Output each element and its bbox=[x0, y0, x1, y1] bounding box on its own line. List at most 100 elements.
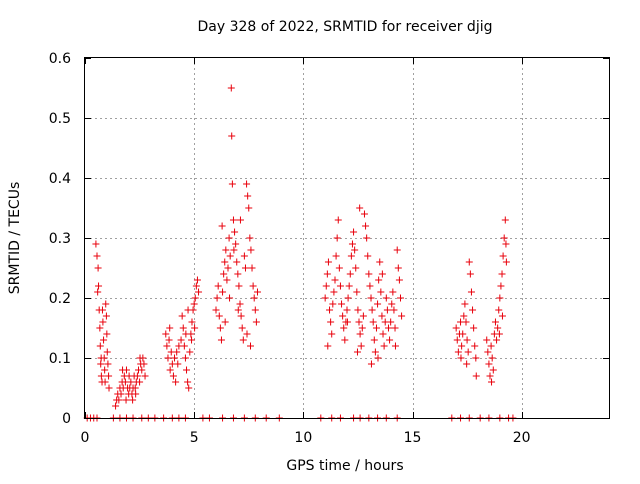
data-point bbox=[330, 288, 338, 296]
data-point bbox=[184, 306, 192, 314]
data-point bbox=[502, 240, 510, 248]
y-tick-label: 0 bbox=[62, 411, 71, 427]
data-point bbox=[395, 276, 403, 284]
data-point bbox=[379, 330, 387, 338]
data-point bbox=[247, 246, 255, 254]
data-point bbox=[172, 378, 180, 386]
data-point bbox=[181, 354, 189, 362]
data-point bbox=[141, 372, 149, 380]
data-point bbox=[398, 312, 406, 320]
data-point bbox=[352, 264, 360, 272]
data-point bbox=[348, 240, 356, 248]
x-tick-label: 15 bbox=[404, 430, 422, 446]
data-point bbox=[496, 294, 504, 302]
data-point bbox=[345, 282, 353, 290]
data-point bbox=[218, 222, 226, 230]
data-point bbox=[136, 378, 144, 386]
data-point bbox=[485, 360, 493, 368]
data-point bbox=[191, 324, 199, 332]
data-point bbox=[231, 228, 239, 236]
data-point bbox=[378, 312, 386, 320]
data-point bbox=[382, 294, 390, 302]
data-point bbox=[363, 234, 371, 242]
data-point bbox=[243, 180, 251, 188]
data-point bbox=[364, 252, 372, 260]
data-point bbox=[502, 258, 510, 266]
data-point bbox=[226, 294, 234, 302]
data-point bbox=[488, 378, 496, 386]
data-point bbox=[133, 372, 141, 380]
data-point bbox=[182, 330, 190, 338]
data-point bbox=[251, 306, 259, 314]
data-point bbox=[322, 282, 330, 290]
data-point bbox=[246, 342, 254, 350]
data-point bbox=[238, 324, 246, 332]
data-point bbox=[462, 318, 470, 326]
data-point bbox=[94, 288, 102, 296]
data-point bbox=[230, 246, 238, 254]
chart-title: Day 328 of 2022, SRMTID for receiver dji… bbox=[198, 19, 493, 35]
data-point bbox=[225, 234, 233, 242]
y-tick-label: 0.5 bbox=[49, 111, 71, 127]
data-point bbox=[331, 276, 339, 284]
data-point bbox=[494, 324, 502, 332]
data-point bbox=[394, 264, 402, 272]
data-point bbox=[243, 330, 251, 338]
data-points bbox=[83, 84, 517, 422]
data-point bbox=[329, 300, 337, 308]
data-point bbox=[362, 222, 370, 230]
data-point bbox=[125, 372, 133, 380]
data-point bbox=[469, 306, 477, 314]
y-tick-label: 0.2 bbox=[49, 291, 71, 307]
x-axis-label: GPS time / hours bbox=[286, 458, 403, 474]
data-point bbox=[356, 330, 364, 338]
data-point bbox=[454, 348, 462, 356]
data-point bbox=[324, 258, 332, 266]
data-point bbox=[138, 366, 146, 374]
data-point bbox=[334, 216, 342, 224]
data-point bbox=[463, 336, 471, 344]
data-point bbox=[178, 312, 186, 320]
data-point bbox=[191, 294, 199, 302]
data-point bbox=[184, 378, 192, 386]
data-point bbox=[390, 306, 398, 314]
data-point bbox=[103, 330, 111, 338]
data-point bbox=[388, 300, 396, 308]
data-point bbox=[328, 330, 336, 338]
data-point bbox=[250, 294, 258, 302]
data-point bbox=[323, 270, 331, 278]
data-point bbox=[375, 276, 383, 284]
data-point bbox=[131, 384, 139, 392]
data-point bbox=[343, 318, 351, 326]
data-point bbox=[343, 306, 351, 314]
data-point bbox=[377, 288, 385, 296]
y-axis-ticks: 0 0.1 0.2 0.3 0.4 0.5 0.6 bbox=[49, 51, 609, 427]
data-point bbox=[458, 342, 466, 350]
data-point bbox=[92, 240, 100, 248]
y-tick-label: 0.6 bbox=[49, 51, 71, 67]
data-point bbox=[98, 306, 106, 314]
data-point bbox=[129, 396, 137, 404]
data-point bbox=[393, 246, 401, 254]
data-point bbox=[359, 312, 367, 320]
data-point bbox=[467, 288, 475, 296]
y-tick-label: 0.1 bbox=[49, 351, 71, 367]
data-point bbox=[97, 360, 105, 368]
data-point bbox=[232, 240, 240, 248]
data-point bbox=[341, 336, 349, 344]
data-point bbox=[96, 342, 104, 350]
data-point bbox=[391, 342, 399, 350]
data-point bbox=[173, 348, 181, 356]
data-point bbox=[177, 336, 185, 344]
data-point bbox=[195, 288, 203, 296]
data-point bbox=[241, 264, 249, 272]
data-point bbox=[99, 318, 107, 326]
data-point bbox=[459, 330, 467, 338]
data-point bbox=[344, 294, 352, 302]
data-point bbox=[95, 282, 103, 290]
data-point bbox=[353, 288, 361, 296]
data-point bbox=[186, 348, 194, 356]
data-point bbox=[164, 354, 172, 362]
data-point bbox=[324, 342, 332, 350]
y-tick-label: 0.4 bbox=[49, 171, 71, 187]
